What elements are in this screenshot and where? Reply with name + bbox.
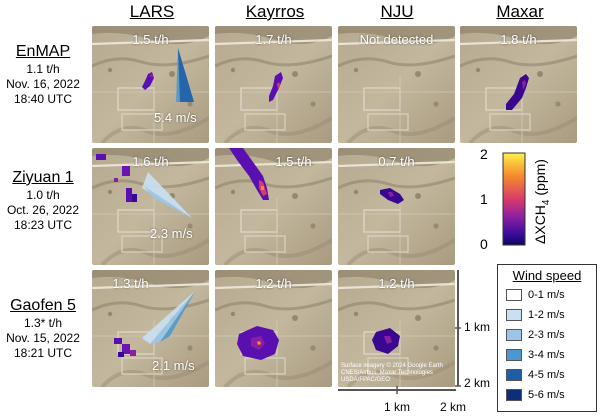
emission-rate-label: 1.3 t/h — [112, 276, 149, 291]
colorbar — [502, 152, 526, 246]
legend-swatch — [506, 289, 522, 302]
panel-enmap-maxar: 1.8 t/h — [460, 26, 577, 143]
satellite-map — [215, 26, 332, 143]
imagery-credit: Surface imagery © 2024 Google Earth CNES… — [341, 363, 443, 383]
legend-item: 2-3 m/s — [506, 329, 565, 342]
wind-speed-label: 2.1 m/s — [152, 358, 195, 373]
satellite-map — [338, 270, 455, 387]
panel-gaofen-lars: 1.3 t/h 2.1 m/s — [92, 270, 209, 387]
observation-time: 18:23 UTC — [13, 218, 73, 232]
observation-date: Nov. 16, 2022 — [6, 77, 80, 91]
emission-rate-label: 1.2 t/h — [378, 276, 415, 291]
colorbar-tick-2: 2 — [480, 146, 488, 162]
row-label-enmap: EnMAP 1.1 t/h Nov. 16, 2022 18:40 UTC — [0, 42, 86, 107]
legend-item: 5-6 m/s — [506, 389, 565, 402]
detection-rate: 1.1 t/h — [26, 62, 60, 76]
column-header-kayrros: Kayrros — [245, 2, 305, 21]
satellite-name: EnMAP — [15, 43, 71, 60]
legend-item: 3-4 m/s — [506, 349, 565, 362]
legend-swatch — [506, 309, 522, 322]
emission-rate-label: 1.2 t/h — [255, 276, 292, 291]
detection-rate: 1.0 t/h — [26, 188, 60, 202]
scale-label-2km-vertical: 2 km — [464, 376, 491, 390]
colorbar-tick-1: 1 — [480, 191, 488, 207]
wind-speed-label: 2.3 m/s — [150, 226, 193, 241]
legend-item: 0-1 m/s — [506, 289, 565, 302]
emission-rate-label: 1.6 t/h — [132, 154, 169, 169]
emission-rate-label: Not detected — [359, 32, 434, 47]
emission-rate-label: 0.7 t/h — [378, 154, 415, 169]
observation-date: Nov. 15, 2022 — [6, 331, 80, 345]
panel-enmap-kayrros: 1.7 t/h — [215, 26, 332, 143]
observation-time: 18:21 UTC — [13, 346, 73, 360]
row-label-gaofen: Gaofen 5 1.3* t/h Nov. 15, 2022 18:21 UT… — [0, 296, 86, 361]
satellite-name: Ziyuan 1 — [12, 169, 74, 186]
satellite-map — [338, 148, 455, 265]
wind-cone — [142, 172, 192, 218]
observation-time: 18:40 UTC — [13, 92, 73, 106]
wind-speed-legend: Wind speed 0-1 m/s 1-2 m/s 2-3 m/s 3-4 m… — [497, 264, 597, 412]
satellite-map — [92, 148, 209, 265]
panel-gaofen-kayrros: 1.2 t/h — [215, 270, 332, 387]
emission-rate-label: 1.5 t/h — [275, 154, 312, 169]
legend-title: Wind speed — [512, 268, 582, 283]
scale-label-1km-horizontal: 1 km — [384, 400, 411, 414]
wind-cone — [150, 290, 196, 344]
legend-item: 1-2 m/s — [506, 309, 565, 322]
satellite-map — [215, 148, 332, 265]
legend-swatch — [506, 329, 522, 342]
legend-item: 4-5 m/s — [506, 369, 565, 382]
panel-enmap-nju: Not detected — [338, 26, 455, 143]
satellite-map — [460, 26, 577, 143]
wind-cone — [160, 290, 196, 342]
panel-ziyuan-kayrros: 1.5 t/h — [215, 148, 332, 265]
emission-rate-label: 1.8 t/h — [500, 32, 537, 47]
panel-ziyuan-nju: 0.7 t/h — [338, 148, 455, 265]
observation-date: Oct. 26, 2022 — [6, 203, 80, 217]
wind-cone — [178, 48, 194, 102]
wind-cone — [142, 290, 196, 344]
legend-swatch — [506, 349, 522, 362]
scale-label-1km-vertical: 1 km — [464, 320, 491, 334]
detection-rate: 1.3* t/h — [23, 316, 63, 330]
column-header-nju: NJU — [380, 2, 414, 21]
satellite-map — [215, 270, 332, 387]
scale-label-2km-horizontal: 2 km — [440, 400, 467, 414]
column-header-maxar: Maxar — [496, 2, 544, 21]
column-header-lars: LARS — [129, 2, 175, 21]
colorbar-tick-0: 0 — [480, 236, 488, 252]
satellite-name: Gaofen 5 — [10, 297, 76, 314]
legend-swatch — [506, 369, 522, 382]
wind-speed-label: 5.4 m/s — [154, 110, 197, 125]
emission-rate-label: 1.5 t/h — [132, 32, 169, 47]
wind-cone — [144, 186, 192, 218]
row-label-ziyuan: Ziyuan 1 1.0 t/h Oct. 26, 2022 18:23 UTC — [0, 168, 86, 233]
panel-enmap-lars: 1.5 t/h 5.4 m/s — [92, 26, 209, 143]
satellite-map — [92, 270, 209, 387]
legend-swatch — [506, 389, 522, 402]
colorbar-title: ΔXCH4 (ppm) — [532, 159, 552, 244]
emission-rate-label: 1.7 t/h — [255, 32, 292, 47]
panel-ziyuan-lars: 1.6 t/h 2.3 m/s — [92, 148, 209, 265]
satellite-map — [92, 26, 209, 143]
panel-gaofen-nju: 1.2 t/h Surface imagery © 2024 Google Ea… — [338, 270, 455, 387]
